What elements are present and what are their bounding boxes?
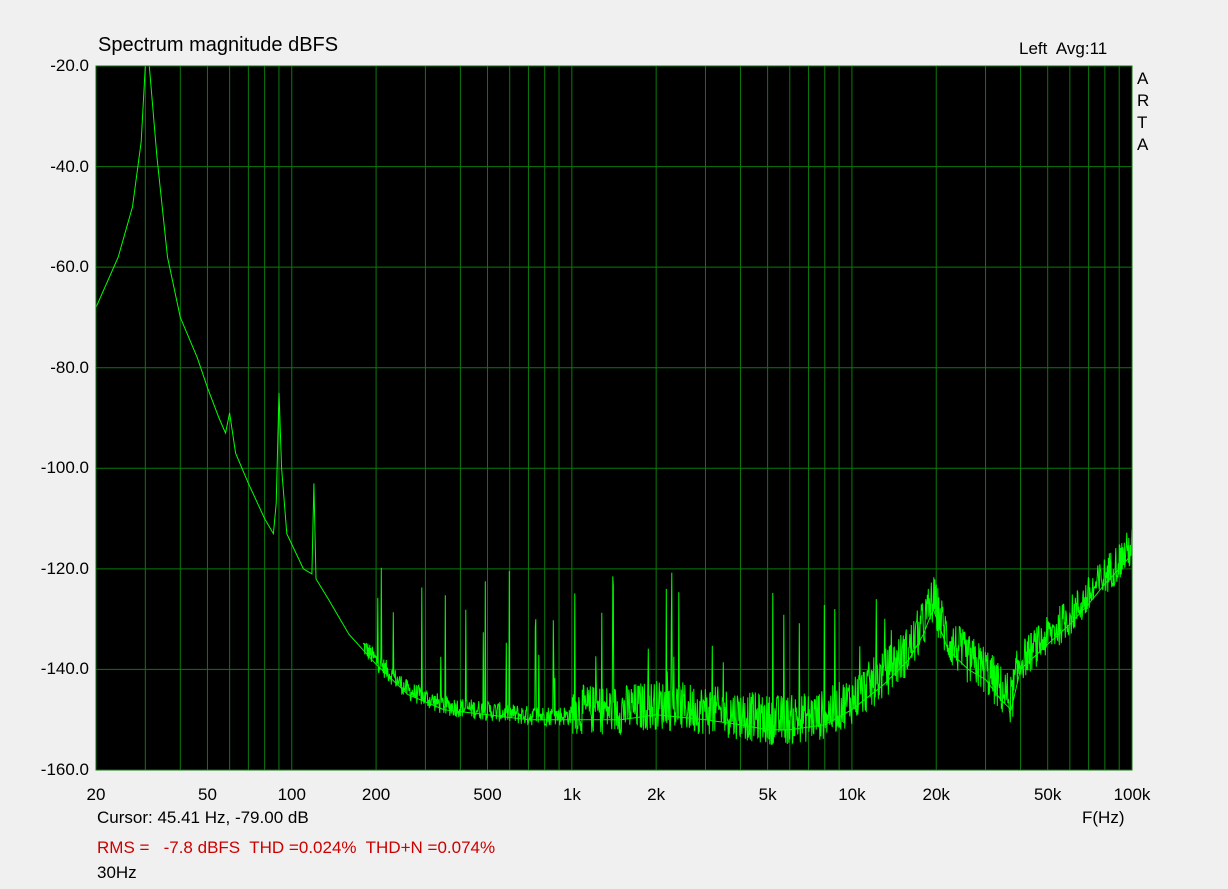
x-tick-label: 10k (838, 785, 866, 804)
x-tick-label: 200 (361, 785, 391, 804)
y-tick-label: -40.0 (50, 156, 89, 176)
x-tick-label: 100k (1113, 785, 1151, 804)
y-tick-label: -20.0 (50, 56, 89, 75)
plot-border (95, 65, 1133, 771)
x-tick-label: 500 (473, 785, 502, 804)
watermark-letter: A (1137, 69, 1149, 88)
x-tick-label: 50k (1033, 785, 1062, 804)
y-tick-label: -140.0 (40, 659, 89, 679)
y-tick-label: -60.0 (50, 257, 89, 277)
signal-label: 30Hz (97, 863, 137, 882)
watermark-letter: A (1137, 135, 1149, 154)
x-tick-label: 2k (647, 785, 666, 804)
x-tick-label: 20k (922, 785, 950, 804)
y-tick-label: -120.0 (40, 558, 89, 578)
cursor-readout: Cursor: 45.41 Hz, -79.00 dB (97, 808, 309, 827)
watermark-letter: T (1137, 113, 1148, 132)
x-tick-label: 20 (86, 785, 106, 804)
y-tick-label: -100.0 (40, 458, 89, 478)
x-tick-label: 50 (197, 785, 217, 804)
chart-title: Spectrum magnitude dBFS (98, 34, 339, 56)
watermark-letter: R (1137, 91, 1150, 110)
noise-floor-trace (362, 529, 1133, 745)
arta-watermark: A R T A (1137, 68, 1151, 156)
channel-average-info: Left Avg:11 (1019, 39, 1108, 58)
x-tick-label: 1k (562, 785, 581, 804)
measurement-readout: RMS = -7.8 dBFS THD =0.024% THD+N =0.074… (97, 838, 496, 857)
x-tick-label: 100 (277, 785, 306, 804)
x-axis-label: F(Hz) (1082, 808, 1125, 827)
y-tick-label: -160.0 (40, 760, 89, 779)
y-tick-label: -80.0 (50, 357, 89, 377)
x-tick-label: 5k (758, 785, 777, 804)
